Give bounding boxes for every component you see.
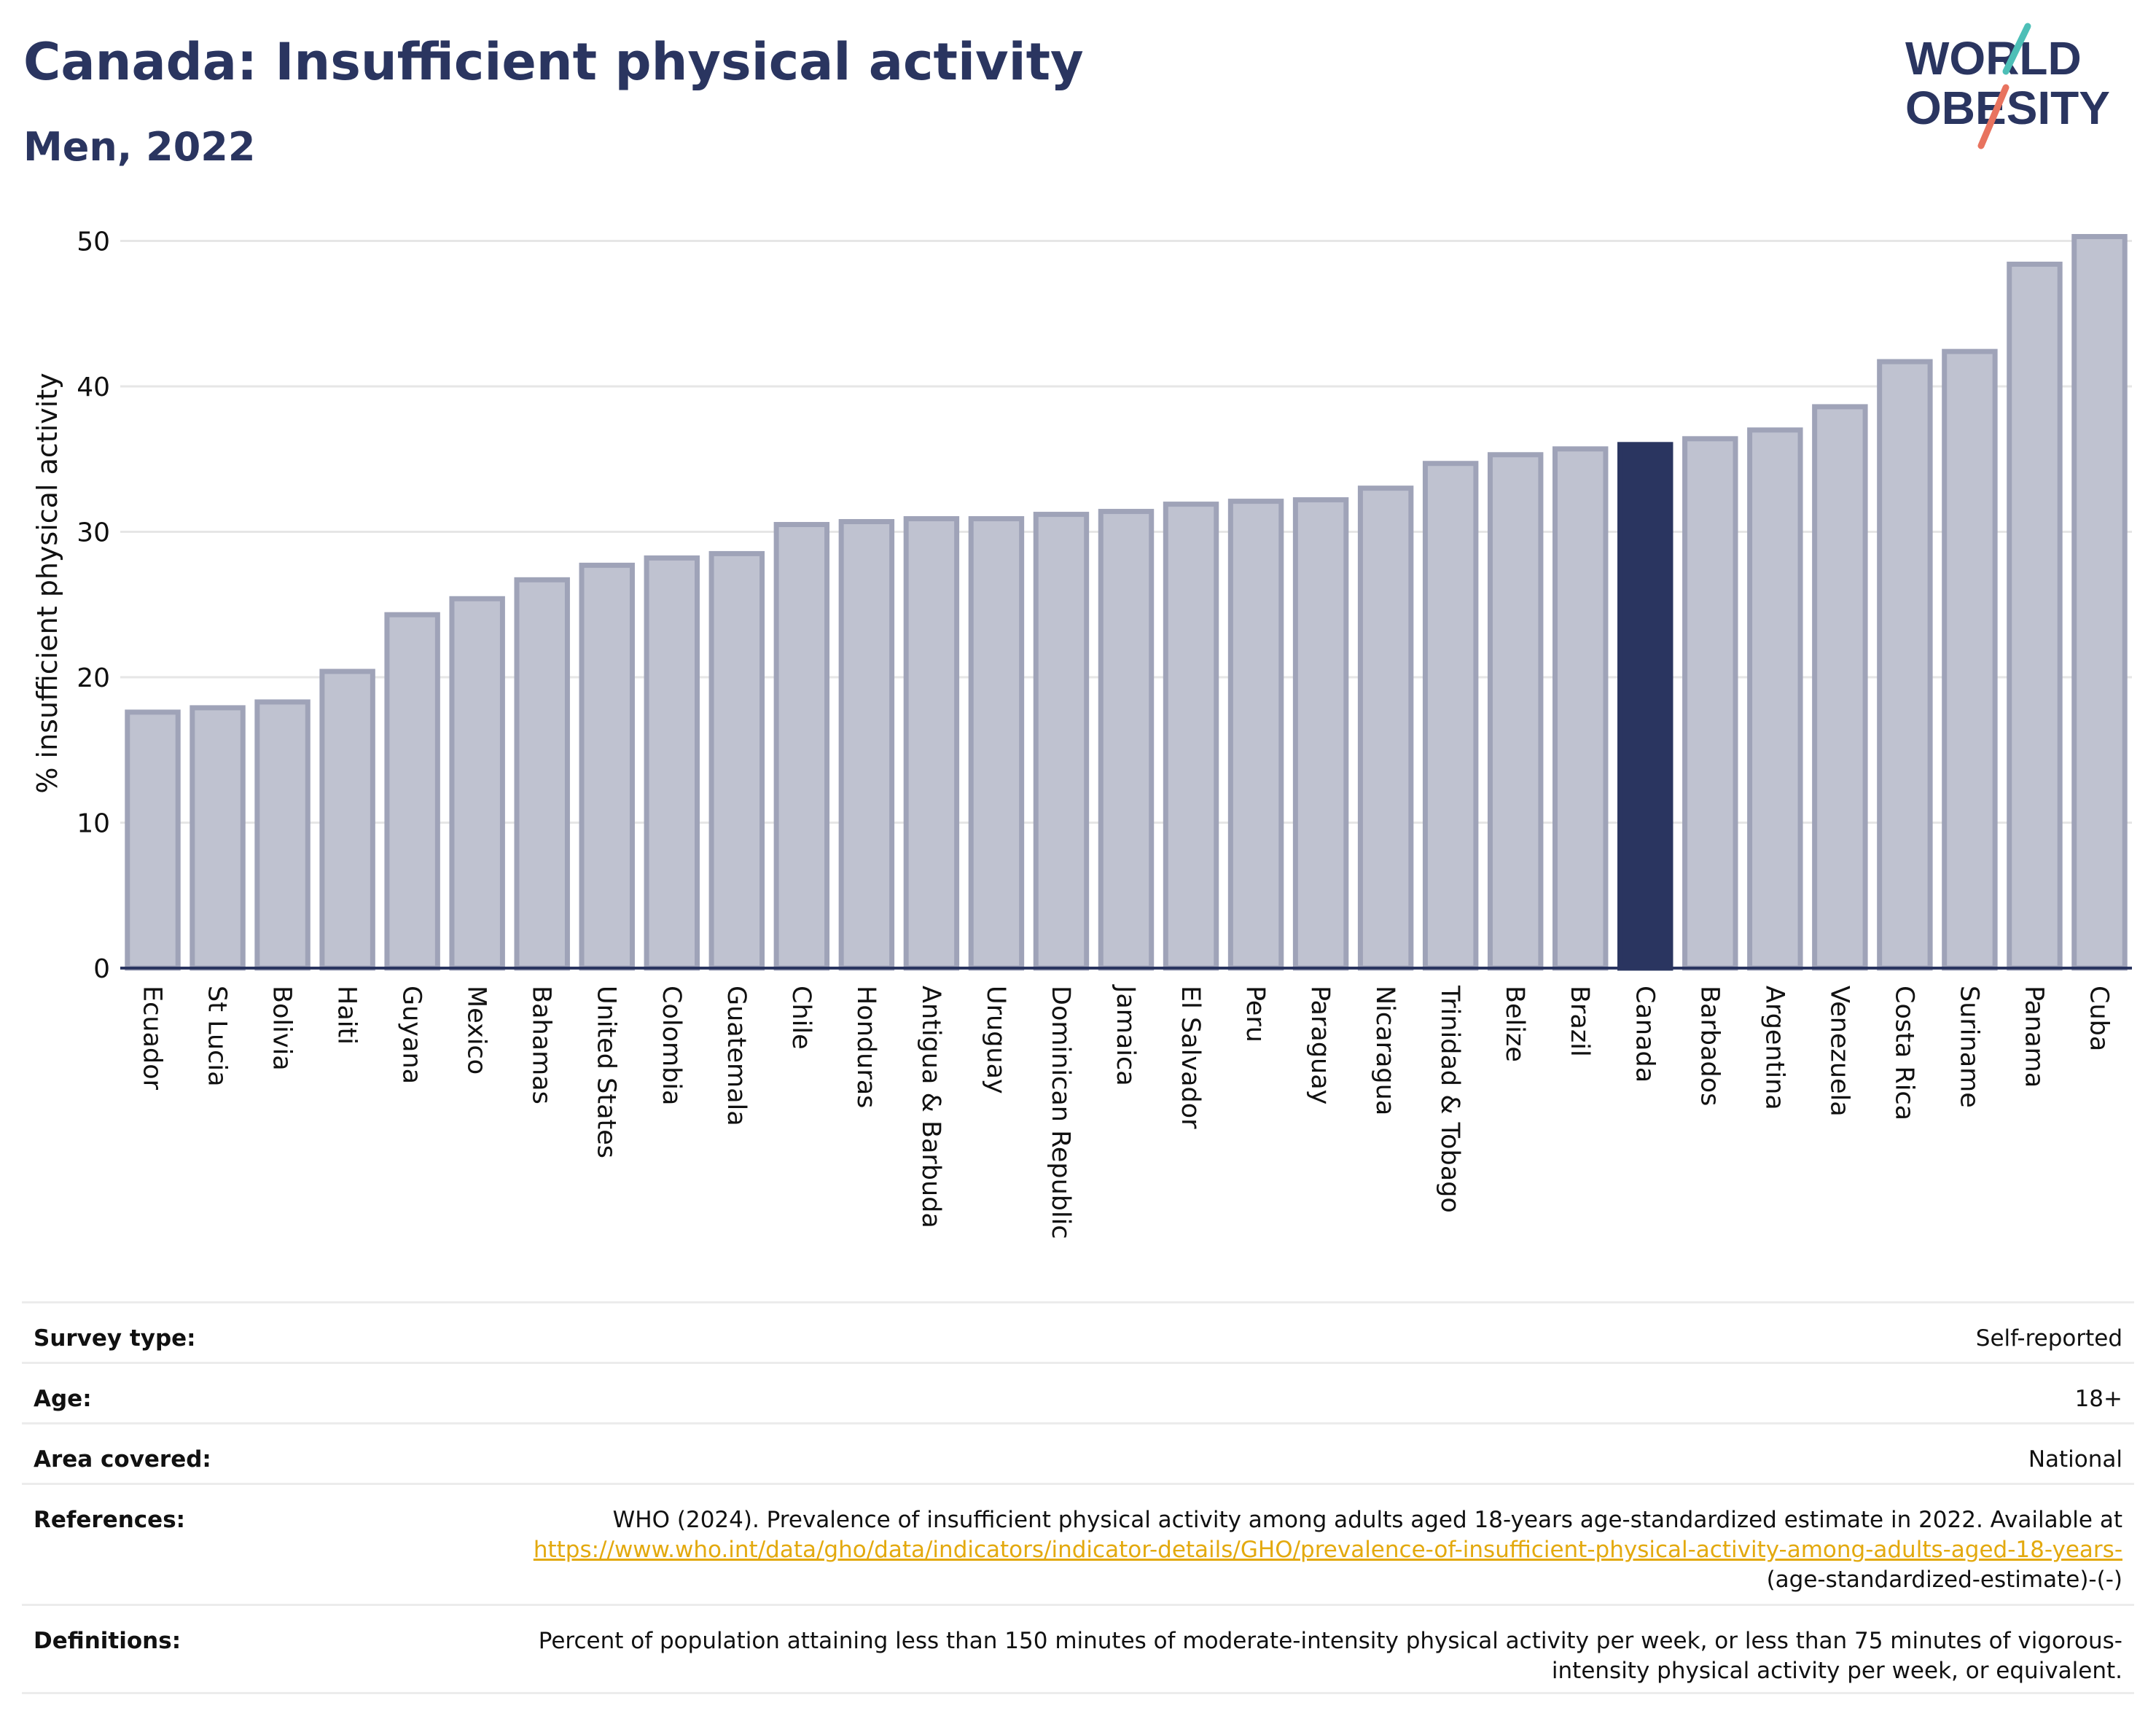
- bar-cuba: [2071, 234, 2128, 971]
- x-tick-label: Guatemala: [722, 986, 751, 1126]
- bar-chile: [773, 522, 830, 971]
- y-tick-label: 0: [93, 954, 110, 984]
- bar-venezuela: [1812, 404, 1868, 971]
- bar-belize: [1487, 452, 1544, 971]
- bar-paraguay: [1292, 497, 1349, 971]
- x-tick-label: El Salvador: [1176, 986, 1205, 1129]
- bar-trinidad-tobago: [1422, 461, 1479, 971]
- area-label: Area covered:: [34, 1446, 211, 1473]
- x-tick-label: Jamaica: [1111, 984, 1140, 1086]
- x-tick-label: Bahamas: [527, 986, 556, 1104]
- age-value: 18+: [2074, 1386, 2122, 1412]
- info-row-area: Area covered: National: [22, 1422, 2134, 1483]
- x-tick-label: Argentina: [1759, 986, 1789, 1110]
- y-tick-label: 10: [77, 809, 110, 839]
- bar-haiti: [319, 668, 375, 971]
- bar-st-lucia: [190, 705, 246, 971]
- bar-el-salvador: [1163, 502, 1219, 971]
- definitions-label: Definitions:: [34, 1628, 181, 1654]
- x-tick-label: Venezuela: [1824, 986, 1854, 1117]
- x-tick-label: Antigua & Barbuda: [916, 986, 945, 1228]
- bar-nicaragua: [1357, 486, 1414, 971]
- bar-jamaica: [1098, 509, 1155, 971]
- bar-united-states: [579, 562, 635, 971]
- y-tick-label: 40: [77, 373, 110, 402]
- x-tick-label: Haiti: [332, 986, 362, 1045]
- x-tick-label: Ecuador: [138, 986, 167, 1091]
- x-tick-label: Costa Rica: [1889, 986, 1918, 1120]
- bar-mexico: [449, 596, 505, 971]
- bar-ecuador: [125, 709, 181, 971]
- x-tick-label: Dominican Republic: [1046, 986, 1075, 1239]
- bar-antigua-barbuda: [903, 516, 960, 971]
- references-link[interactable]: https://www.who.int/data/gho/data/indica…: [533, 1537, 2122, 1563]
- logo-word-world: WORLD: [1905, 32, 2082, 85]
- bar-argentina: [1747, 427, 1803, 971]
- logo-slash-teal: [2002, 23, 2031, 75]
- bar-bolivia: [254, 699, 310, 971]
- bar-peru: [1227, 499, 1284, 971]
- chart-title: Canada: Insufficient physical activity: [23, 32, 1084, 92]
- x-tick-label: Brazil: [1565, 986, 1594, 1057]
- survey-type-label: Survey type:: [34, 1325, 196, 1352]
- x-tick-label: Barbados: [1695, 986, 1724, 1106]
- age-label: Age:: [34, 1386, 92, 1412]
- info-row-definitions: Definitions: Percent of population attai…: [22, 1604, 2134, 1694]
- bar-canada: [1617, 442, 1673, 971]
- x-tick-label: Peru: [1241, 986, 1270, 1042]
- x-tick-label: Nicaragua: [1370, 986, 1399, 1115]
- bar-guyana: [384, 612, 440, 971]
- x-tick-label: Guyana: [397, 986, 426, 1084]
- x-tick-label: Paraguay: [1305, 986, 1335, 1104]
- info-row-age: Age: 18+: [22, 1362, 2134, 1422]
- bar-honduras: [838, 519, 895, 971]
- x-tick-label: Panama: [2019, 986, 2048, 1088]
- info-row-references: References: WHO (2024). Prevalence of in…: [22, 1483, 2134, 1604]
- bar-guatemala: [708, 550, 765, 971]
- bar-panama: [2007, 261, 2063, 971]
- x-tick-label: Suriname: [1954, 986, 1983, 1108]
- y-tick-label: 20: [77, 663, 110, 693]
- bar-brazil: [1552, 446, 1609, 971]
- info-table: Survey type: Self-reported Age: 18+ Area…: [22, 1301, 2134, 1694]
- area-value: National: [2028, 1446, 2122, 1473]
- bar-chart: 0 10 20 30 40 50 Ecuador St Lucia Bolivia Haiti Gu…: [31, 227, 2132, 1239]
- x-tick-label: Canada: [1630, 986, 1659, 1083]
- x-tick-label: Honduras: [851, 986, 880, 1108]
- bar-dominican-republic: [1033, 512, 1090, 971]
- y-tick-label: 50: [77, 227, 110, 257]
- y-axis-label: % insufficient physical activity: [31, 373, 63, 793]
- bar-uruguay: [968, 516, 1025, 971]
- info-row-survey-type: Survey type: Self-reported: [22, 1301, 2134, 1362]
- bars: [125, 234, 2128, 971]
- x-tick-label: Uruguay: [981, 986, 1010, 1094]
- references-text: WHO (2024). Prevalence of insufficient p…: [612, 1507, 2122, 1533]
- bar-costa-rica: [1877, 359, 1933, 971]
- x-tick-label: Cuba: [2084, 986, 2113, 1051]
- world-obesity-logo: WORLD OBESITY: [1905, 23, 2110, 149]
- x-tick-label: Chile: [786, 986, 816, 1050]
- survey-type-value: Self-reported: [1975, 1325, 2122, 1352]
- x-tick-label: United States: [592, 986, 621, 1158]
- x-tick-label: St Lucia: [203, 986, 232, 1087]
- references-label: References:: [34, 1507, 186, 1533]
- bar-bahamas: [514, 577, 570, 971]
- bar-suriname: [1942, 348, 1998, 971]
- chart-subtitle: Men, 2022: [23, 124, 256, 170]
- logo-slash-coral: [1977, 84, 2009, 149]
- x-tick-label: Mexico: [462, 986, 491, 1075]
- x-tick-label: Trinidad & Tobago: [1435, 985, 1464, 1213]
- references-value: WHO (2024). Prevalence of insufficient p…: [519, 1505, 2122, 1595]
- x-tick-label: Belize: [1500, 986, 1529, 1062]
- definitions-value: Percent of population attaining less tha…: [538, 1628, 2122, 1684]
- references-suffix: (age-standardized-estimate)-(-): [1766, 1567, 2122, 1593]
- bar-colombia: [644, 555, 700, 971]
- x-tick-label: Bolivia: [267, 986, 297, 1071]
- bar-barbados: [1682, 436, 1738, 971]
- x-tick-label: Colombia: [657, 986, 686, 1105]
- y-tick-label: 30: [77, 518, 110, 548]
- axes: 0 10 20 30 40 50 Ecuador St Lucia Bolivia Haiti Gu…: [77, 227, 2132, 1239]
